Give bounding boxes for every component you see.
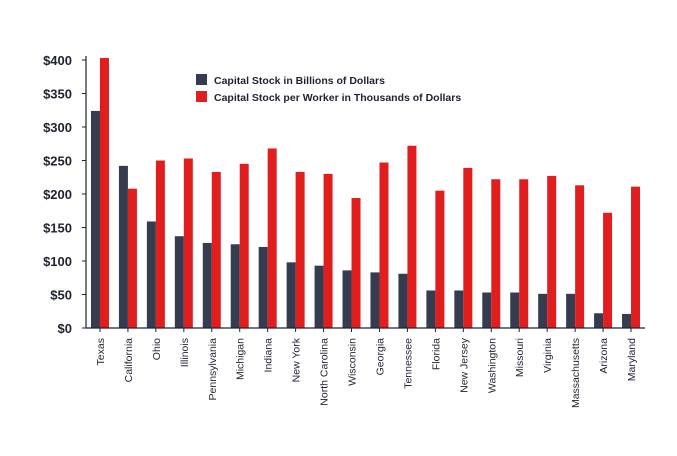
- x-tick-label: Wisconsin: [347, 338, 359, 386]
- y-tick-label: $350: [43, 87, 72, 102]
- bar-capital-stock: [482, 292, 492, 328]
- bar-capital-stock: [230, 244, 240, 328]
- bar-capital-stock: [538, 293, 548, 328]
- x-tick-label: Georgia: [374, 338, 386, 376]
- y-tick-label: $100: [43, 254, 72, 269]
- x-tick-label: Illinois: [179, 338, 191, 367]
- bar-capital-per-worker: [547, 175, 557, 328]
- bar-capital-per-worker: [267, 148, 277, 328]
- y-tick-label: $200: [43, 187, 72, 202]
- bar-capital-stock: [90, 110, 100, 328]
- bar-capital-stock: [286, 262, 296, 328]
- bars-group: [90, 57, 641, 329]
- bar-capital-per-worker: [603, 212, 613, 328]
- x-tick-label: Missouri: [514, 338, 526, 377]
- bar-capital-per-worker: [323, 173, 333, 328]
- bar-capital-per-worker: [183, 158, 193, 328]
- bar-capital-stock: [174, 236, 184, 328]
- y-tick-label: $150: [43, 221, 72, 236]
- bar-capital-per-worker: [295, 171, 305, 328]
- bar-capital-stock: [370, 272, 380, 328]
- x-tick-label: Maryland: [626, 338, 638, 381]
- bar-capital-stock: [510, 292, 520, 328]
- x-tick-label: Tennessee: [402, 338, 414, 389]
- legend-label: Capital Stock in Billions of Dollars: [214, 75, 385, 87]
- bar-capital-stock: [426, 290, 436, 328]
- x-tick-label: Florida: [430, 338, 442, 370]
- bar-capital-per-worker: [519, 179, 529, 328]
- bar-capital-per-worker: [239, 163, 249, 328]
- bar-capital-stock: [314, 265, 324, 328]
- bar-capital-stock: [398, 273, 408, 328]
- x-axis-ticks: Texas California Ohio Illinois Pennsylvania M…: [95, 328, 638, 408]
- bar-capital-per-worker: [463, 167, 473, 328]
- x-tick-label: Michigan: [235, 338, 247, 380]
- bar-capital-per-worker: [155, 160, 165, 328]
- bar-capital-stock: [258, 246, 268, 328]
- x-tick-label: Arizona: [598, 338, 610, 374]
- x-tick-label: North Carolina: [319, 338, 331, 406]
- y-axis-ticks: $0 $50 $100 $150 $200 $250 $300 $350 $400: [43, 53, 86, 336]
- x-tick-label: Ohio: [151, 338, 163, 360]
- y-tick-label: $250: [43, 154, 72, 169]
- bar-capital-per-worker: [211, 171, 221, 328]
- bar-capital-per-worker: [351, 198, 361, 328]
- bar-capital-per-worker: [99, 57, 109, 329]
- bar-capital-per-worker: [127, 188, 137, 328]
- y-tick-label: $50: [50, 288, 72, 303]
- x-tick-label: Pennsylvania: [207, 338, 219, 401]
- bar-capital-per-worker: [575, 185, 585, 328]
- legend-swatch: [196, 91, 207, 102]
- y-tick-label: $300: [43, 120, 72, 135]
- legend: Capital Stock in Billions of Dollars Capi…: [196, 74, 461, 104]
- bar-capital-per-worker: [379, 162, 389, 328]
- x-tick-label: California: [123, 338, 135, 383]
- bar-capital-stock: [594, 313, 604, 328]
- bar-capital-stock: [342, 270, 352, 328]
- legend-swatch: [196, 74, 207, 85]
- bar-capital-stock: [454, 290, 464, 328]
- x-tick-label: Indiana: [263, 338, 275, 373]
- bar-capital-per-worker: [491, 179, 501, 328]
- bar-capital-per-worker: [435, 190, 445, 328]
- bar-capital-stock: [118, 165, 128, 328]
- x-tick-label: Texas: [95, 338, 107, 365]
- x-tick-label: Virginia: [542, 338, 554, 373]
- y-tick-label: $400: [43, 53, 72, 68]
- axes: [85, 56, 645, 329]
- x-tick-label: Massachusetts: [570, 338, 582, 408]
- x-tick-label: New York: [291, 337, 303, 382]
- y-tick-label: $0: [58, 321, 72, 336]
- bar-capital-stock: [622, 313, 632, 328]
- x-tick-label: New Jersey: [458, 337, 470, 393]
- bar-capital-stock: [146, 221, 156, 328]
- legend-label: Capital Stock per Worker in Thousands of…: [214, 92, 461, 104]
- bar-capital-stock: [566, 293, 576, 328]
- x-tick-label: Washington: [486, 338, 498, 393]
- bar-capital-per-worker: [407, 145, 417, 328]
- bar-capital-per-worker: [631, 186, 641, 328]
- bar-capital-stock: [202, 242, 212, 328]
